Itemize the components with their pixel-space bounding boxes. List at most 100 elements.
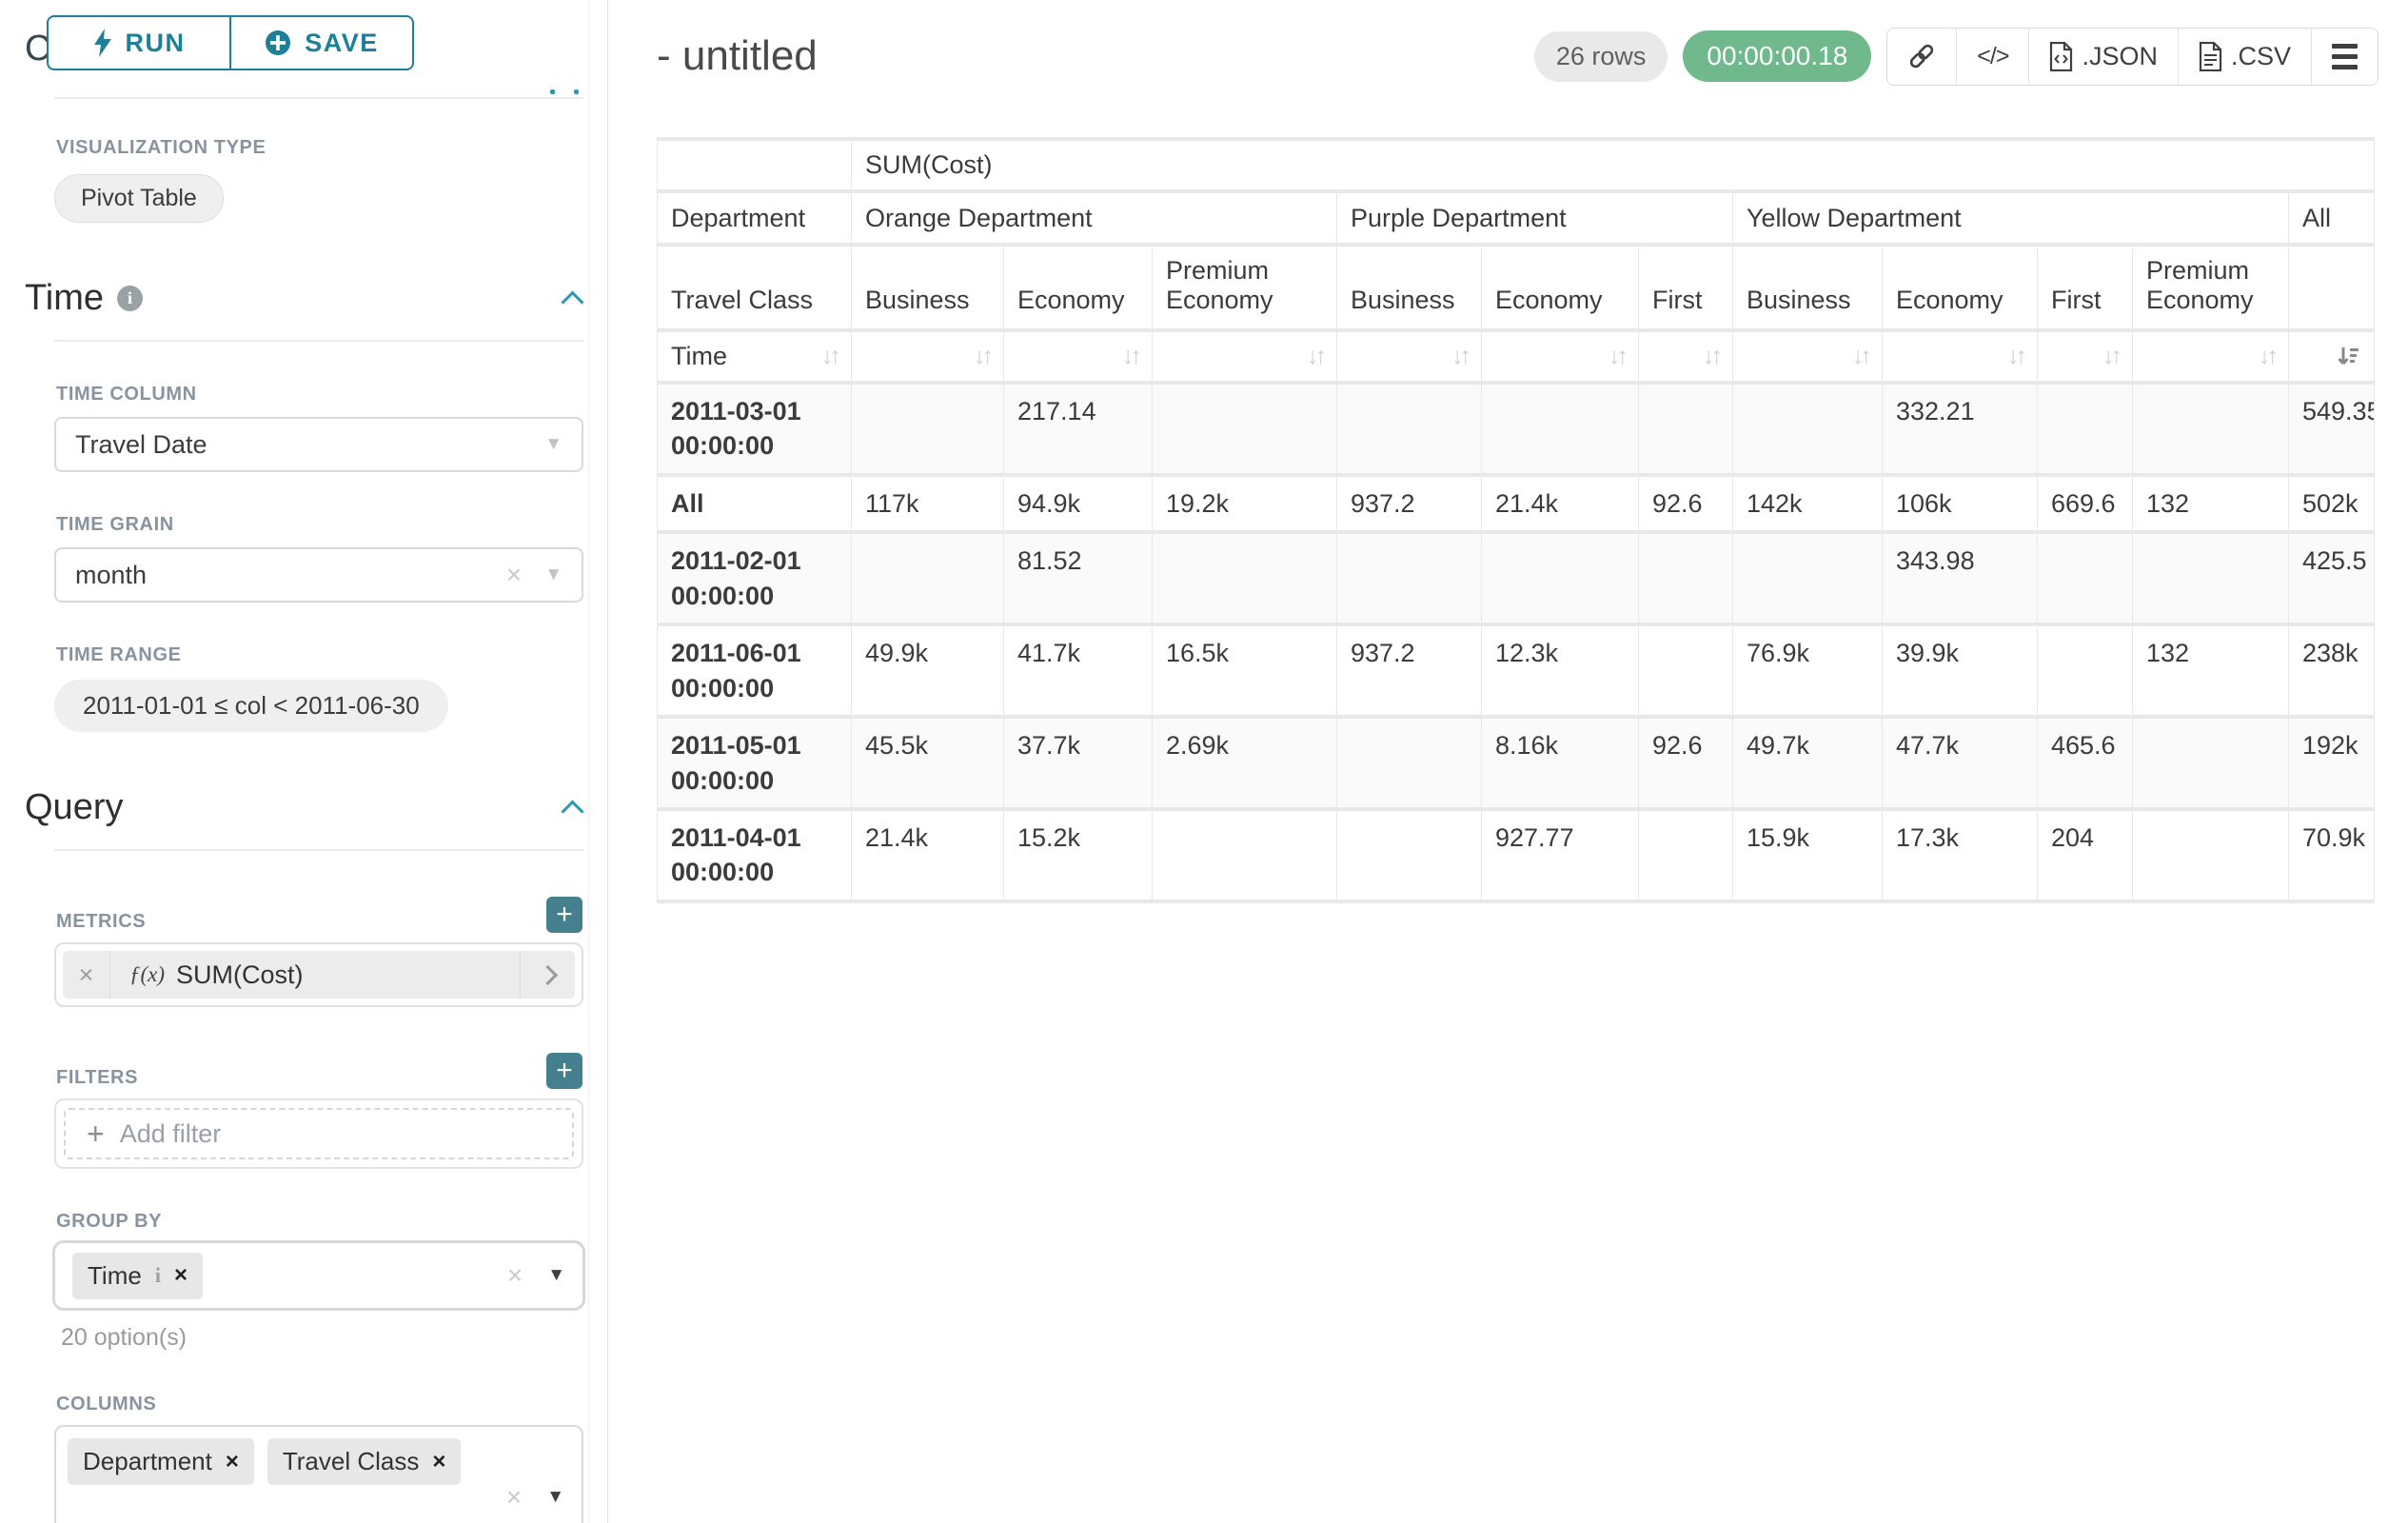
chart-header: - untitled 26 rows 00:00:00.18 </ <box>657 25 2378 88</box>
sort-toggle-icon[interactable]: ↓↑ <box>1852 343 1872 369</box>
link-icon <box>1910 44 1934 69</box>
metrics-label: METRICS <box>56 911 147 932</box>
add-filter-button[interactable]: + Add filter <box>64 1108 574 1159</box>
add-metric-button[interactable]: + <box>546 897 582 933</box>
chart-title[interactable]: - untitled <box>657 32 818 79</box>
caret-down-icon[interactable]: ▼ <box>546 1487 564 1507</box>
caret-down-icon[interactable]: ▼ <box>547 1265 565 1285</box>
chart-header-actions: 26 rows 00:00:00.18 </> <box>1533 27 2378 86</box>
export-csv-button[interactable]: .CSV <box>2177 28 2311 85</box>
sort-toggle-icon[interactable]: ↓↑ <box>1609 343 1628 369</box>
pivot-value-cell: 15.2k <box>1004 810 1153 903</box>
sort-toggle-icon[interactable]: ↓↑ <box>1451 343 1471 369</box>
sort-descending-icon[interactable] <box>2336 345 2360 369</box>
pivot-subcol-header: Business <box>852 247 1004 332</box>
share-link-button[interactable] <box>1887 28 1957 85</box>
time-grain-select[interactable]: month × ▼ <box>54 547 583 603</box>
sort-toggle-icon[interactable]: ↓↑ <box>2007 343 2027 369</box>
time-grain-value: month <box>75 560 148 589</box>
group-by-chip[interactable]: Time i × <box>72 1252 203 1299</box>
columns-chip[interactable]: Department × <box>68 1438 254 1485</box>
select-tools: × ▼ <box>507 1260 565 1291</box>
pivot-value-cell <box>1639 626 1733 720</box>
pivot-value-cell <box>852 534 1004 627</box>
sort-toggle-icon[interactable]: ↓↑ <box>1307 343 1327 369</box>
pivot-value-cell <box>2133 719 2289 811</box>
pivot-value-cell: 117k <box>852 476 1004 535</box>
pivot-value-cell: 549.35 <box>2289 385 2376 477</box>
save-button[interactable]: SAVE <box>230 15 414 70</box>
time-column-select[interactable]: Travel Date ▼ <box>54 417 583 472</box>
sort-toggle-icon[interactable]: ↓↑ <box>1703 343 1723 369</box>
pivot-data-row: 2011-04-01 00:00:00 21.4k 15.2k 927.77 15.9k… <box>658 810 2376 903</box>
chart-menu-button[interactable] <box>2311 28 2378 85</box>
pivot-group-header: Orange Department <box>852 193 1337 247</box>
add-filter-plus-button[interactable]: + <box>546 1053 582 1089</box>
remove-metric-icon[interactable]: × <box>63 951 110 999</box>
pivot-corner-cell <box>658 141 852 193</box>
remove-chip-icon[interactable]: × <box>173 1262 188 1288</box>
info-icon[interactable]: i <box>154 1263 161 1287</box>
metrics-control: × ƒ(x) SUM(Cost) <box>54 942 583 1007</box>
pivot-value-cell: 21.4k <box>1482 476 1639 535</box>
sort-toggle-icon[interactable]: ↓↑ <box>974 343 994 369</box>
collapse-chevron-clipped-icon[interactable] <box>550 89 579 95</box>
pivot-subcol-header: First <box>2038 247 2133 332</box>
pivot-data-row: 2011-06-01 00:00:00 49.9k 41.7k 16.5k 937.2 1… <box>658 626 2376 720</box>
sort-toggle-icon[interactable]: ↓↑ <box>2102 343 2122 369</box>
pivot-value-cell <box>2133 534 2289 627</box>
pivot-value-cell: 132 <box>2133 476 2289 535</box>
pivot-subcol-header: Economy <box>1482 247 1639 332</box>
pivot-value-cell: 669.6 <box>2038 476 2133 535</box>
export-json-button[interactable]: .JSON <box>2028 28 2178 85</box>
clear-icon[interactable]: × <box>505 560 523 589</box>
filters-label-row: FILTERS + <box>0 1053 582 1089</box>
pivot-value-cell: 343.98 <box>1883 534 2038 627</box>
columns-chip[interactable]: Travel Class × <box>266 1438 462 1485</box>
pivot-value-cell <box>2133 810 2289 903</box>
pivot-value-cell: 19.2k <box>1153 476 1337 535</box>
lightning-icon <box>93 29 111 57</box>
edit-metric-button[interactable] <box>520 951 575 999</box>
time-section-title: Time <box>25 278 105 318</box>
code-icon: </> <box>1977 42 2009 69</box>
pivot-value-cell: 16.5k <box>1153 626 1337 720</box>
remove-chip-icon[interactable]: × <box>225 1448 239 1474</box>
columns-select[interactable]: Department × Travel Class × × ▼ <box>54 1425 583 1523</box>
chevron-up-icon[interactable] <box>561 290 584 314</box>
clear-icon[interactable]: × <box>506 1260 523 1290</box>
time-grain-label: TIME GRAIN <box>56 514 174 535</box>
chevron-up-icon[interactable] <box>561 800 584 823</box>
embed-code-button[interactable]: </> <box>1956 28 2029 85</box>
visualization-type-value[interactable]: Pivot Table <box>54 174 224 223</box>
pivot-value-cell: 332.21 <box>1883 385 2038 477</box>
query-section-header: Query <box>25 787 584 828</box>
pivot-subcol-header <box>2289 247 2376 332</box>
run-button[interactable]: RUN <box>47 15 230 70</box>
pivot-row-label: 2011-05-01 00:00:00 <box>658 719 852 811</box>
metric-label: ƒ(x) SUM(Cost) <box>110 951 520 999</box>
group-by-select[interactable]: Time i × × ▼ <box>52 1240 585 1311</box>
info-icon: i <box>117 286 144 311</box>
pivot-value-cell: 49.7k <box>1733 719 1883 811</box>
pivot-value-cell: 2.69k <box>1153 719 1337 811</box>
query-section-title: Query <box>25 787 124 827</box>
pivot-subcol-header: Economy <box>1883 247 2038 332</box>
time-range-value[interactable]: 2011-01-01 ≤ col < 2011-06-30 <box>54 680 448 732</box>
clear-icon[interactable]: × <box>505 1482 523 1512</box>
sort-toggle-icon[interactable]: ↓↑ <box>821 343 841 369</box>
remove-chip-icon[interactable]: × <box>432 1448 446 1474</box>
metric-chip[interactable]: × ƒ(x) SUM(Cost) <box>63 951 575 999</box>
pivot-value-cell <box>1639 534 1733 627</box>
pivot-subcol-header: Business <box>1733 247 1883 332</box>
sort-toggle-icon[interactable]: ↓↑ <box>1122 343 1142 369</box>
chart-area: - untitled 26 rows 00:00:00.18 </ <box>608 0 2408 1523</box>
pivot-value-cell: 142k <box>1733 476 1883 535</box>
pivot-data-row: 2011-05-01 00:00:00 45.5k 37.7k 2.69k 8.16k 9… <box>658 719 2376 811</box>
pivot-value-cell <box>1337 385 1482 477</box>
chip-label: Travel Class <box>282 1447 420 1475</box>
sort-toggle-icon[interactable]: ↓↑ <box>2259 343 2279 369</box>
pivot-value-cell: 502k <box>2289 476 2376 535</box>
pivot-subcol-header: Business <box>1337 247 1482 332</box>
pivot-value-cell: 41.7k <box>1004 626 1153 720</box>
